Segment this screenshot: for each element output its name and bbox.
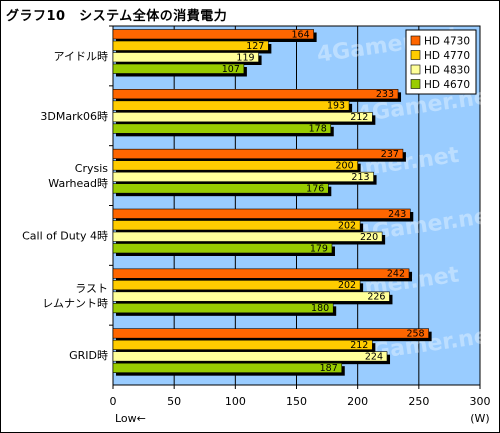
category-label: GRID時 bbox=[69, 349, 108, 362]
legend-swatch bbox=[410, 79, 421, 89]
bar bbox=[112, 220, 361, 231]
category-label: Call of Duty 4時 bbox=[22, 229, 108, 242]
chart-title: グラフ10 システム全体の消費電力 bbox=[6, 9, 228, 24]
data-label: 258 bbox=[406, 329, 424, 340]
data-label: 242 bbox=[387, 269, 405, 280]
category-label: Warhead時 bbox=[48, 177, 108, 190]
bar bbox=[112, 268, 410, 279]
bar bbox=[112, 171, 374, 182]
data-label: 178 bbox=[309, 124, 327, 135]
data-label: 233 bbox=[376, 89, 394, 100]
bar bbox=[112, 123, 332, 134]
data-label: 226 bbox=[367, 292, 385, 303]
bar bbox=[112, 160, 358, 171]
legend-swatch bbox=[410, 64, 421, 75]
bar bbox=[112, 52, 259, 63]
legend-label: HD 4670 bbox=[424, 79, 470, 91]
data-label: 200 bbox=[336, 161, 354, 172]
bar bbox=[112, 328, 429, 339]
legend-swatch bbox=[410, 35, 421, 46]
data-label: 237 bbox=[381, 149, 399, 160]
bar bbox=[112, 351, 388, 362]
bar bbox=[112, 89, 399, 100]
data-label: 202 bbox=[338, 220, 356, 231]
data-label: 176 bbox=[306, 184, 324, 195]
bar bbox=[112, 243, 333, 254]
bar bbox=[112, 291, 390, 302]
bar bbox=[112, 63, 245, 74]
data-label: 179 bbox=[310, 243, 328, 254]
bar bbox=[112, 231, 383, 242]
bar bbox=[112, 280, 361, 291]
category-label: ラスト bbox=[75, 282, 108, 295]
bar bbox=[112, 112, 373, 123]
legend-label: HD 4770 bbox=[424, 50, 470, 62]
bar bbox=[112, 183, 329, 194]
x-axis-unit: (W) bbox=[470, 412, 489, 425]
data-label: 193 bbox=[327, 101, 345, 112]
bar bbox=[112, 339, 373, 350]
x-tick-label: 200 bbox=[347, 395, 368, 408]
bar bbox=[112, 29, 314, 40]
data-label: 220 bbox=[360, 232, 378, 243]
data-label: 180 bbox=[311, 303, 329, 314]
legend-swatch bbox=[410, 50, 421, 60]
x-tick-label: 50 bbox=[167, 395, 181, 408]
x-axis-low-label: Low← bbox=[115, 412, 146, 425]
bar bbox=[112, 362, 343, 373]
legend-label: HD 4830 bbox=[424, 65, 470, 77]
x-tick-label: 250 bbox=[408, 395, 429, 408]
data-label: 119 bbox=[236, 52, 254, 63]
x-tick-label: 150 bbox=[286, 395, 307, 408]
category-label: アイドル時 bbox=[54, 50, 108, 63]
data-label: 212 bbox=[350, 112, 368, 123]
bar bbox=[112, 303, 334, 314]
legend-label: HD 4730 bbox=[424, 36, 470, 48]
category-label: Crysis bbox=[75, 162, 109, 175]
data-label: 187 bbox=[320, 363, 338, 374]
category-label: 3DMark06時 bbox=[40, 110, 108, 123]
data-label: 107 bbox=[222, 64, 240, 75]
bar bbox=[112, 100, 350, 111]
data-label: 127 bbox=[246, 41, 264, 52]
bar bbox=[112, 208, 411, 219]
bar bbox=[112, 148, 404, 159]
x-tick-label: 100 bbox=[225, 395, 246, 408]
x-tick-label: 0 bbox=[110, 395, 117, 408]
x-tick-label: 300 bbox=[470, 395, 491, 408]
category-label: レムナント時 bbox=[42, 297, 108, 310]
bar bbox=[112, 40, 269, 51]
data-label: 213 bbox=[351, 172, 369, 183]
data-label: 243 bbox=[388, 209, 406, 220]
data-label: 212 bbox=[350, 340, 368, 351]
data-label: 164 bbox=[291, 29, 309, 40]
data-label: 224 bbox=[365, 352, 383, 363]
data-label: 202 bbox=[338, 280, 356, 291]
